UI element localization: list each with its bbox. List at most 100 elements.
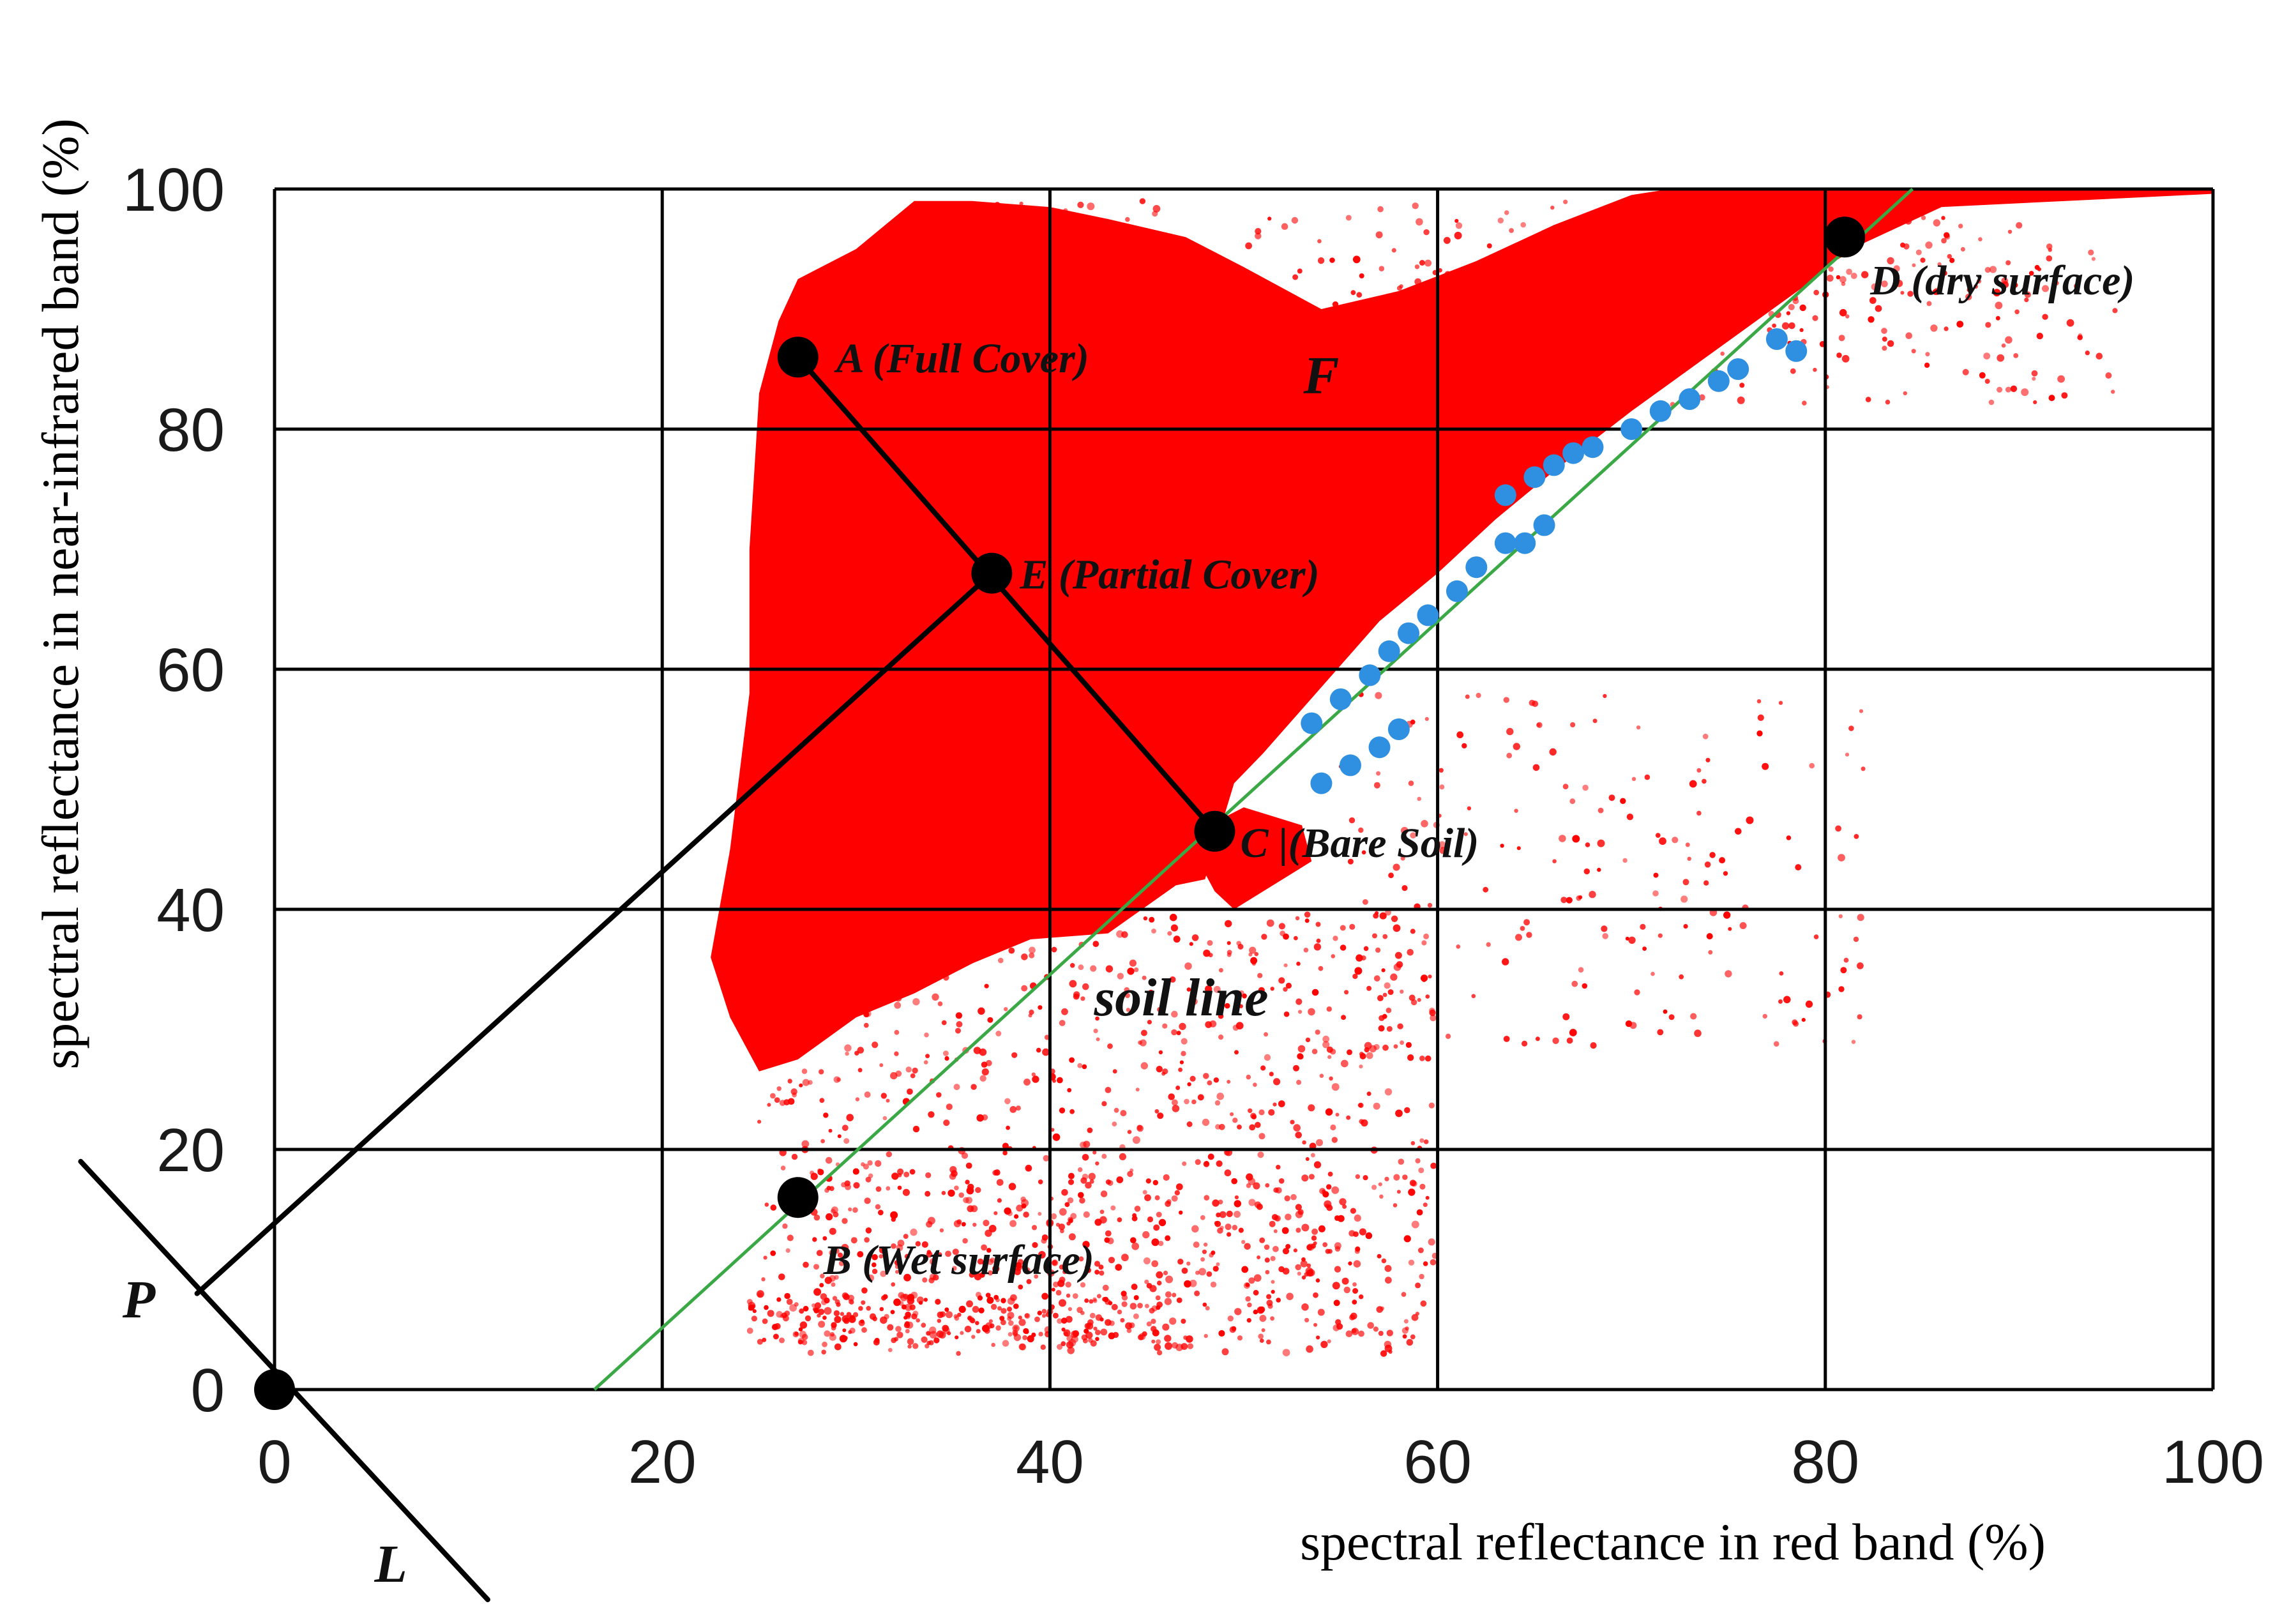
scatter-point [1126, 233, 1131, 238]
scatter-point [879, 1063, 884, 1067]
scatter-point [988, 1225, 997, 1232]
scatter-point [1550, 206, 1555, 210]
scatter-point [1115, 1264, 1122, 1271]
scatter-point [993, 1169, 1001, 1176]
scatter-point [976, 1329, 981, 1334]
scatter-point [1505, 270, 1511, 276]
scatter-point [846, 1312, 852, 1317]
scatter-point [1089, 1179, 1094, 1184]
scatter-point [1700, 344, 1706, 349]
scatter-point [1339, 1198, 1347, 1206]
scatter-point [1080, 1177, 1087, 1184]
scatter-point [1378, 1015, 1385, 1022]
scatter-point [1788, 303, 1795, 310]
scatter-point [1304, 911, 1311, 918]
scatter-point [928, 1111, 935, 1118]
scatter-point [1330, 1124, 1336, 1131]
scatter-point [1933, 219, 1940, 227]
scatter-point [1797, 255, 1804, 262]
scatter-point [1907, 291, 1914, 297]
scatter-point [1781, 322, 1790, 330]
scatter-point [1171, 1099, 1178, 1106]
scatter-point [1232, 1225, 1238, 1231]
scatter-point [1270, 1255, 1276, 1261]
scatter-point [1881, 280, 1888, 287]
scatter-point [965, 1197, 972, 1204]
scatter-point [1117, 973, 1124, 980]
scatter-point [1839, 276, 1847, 284]
scatter-point [1278, 923, 1285, 930]
scatter-point [1237, 1335, 1243, 1341]
scatter-point [1895, 280, 1903, 287]
scatter-point [1315, 1278, 1320, 1283]
scatter-point [1184, 1098, 1190, 1105]
scatter-point [1687, 856, 1691, 861]
scatter-point [852, 1168, 859, 1175]
scatter-point [1541, 266, 1545, 271]
scatter-point [1400, 856, 1405, 861]
scatter-point [1176, 1297, 1182, 1303]
scatter-point [2037, 267, 2041, 271]
scatter-point [778, 1273, 785, 1280]
scatter-point [1257, 1255, 1261, 1259]
scatter-point [1145, 1178, 1151, 1184]
scatter-point [1684, 310, 1691, 317]
scatter-point [1329, 1076, 1333, 1081]
scatter-point [1666, 230, 1673, 236]
scatter-point [1778, 701, 1783, 705]
scatter-point [1172, 1292, 1177, 1298]
scatter-point [1423, 1202, 1428, 1208]
scatter-point [1126, 1328, 1132, 1333]
scatter-point [1522, 1040, 1528, 1047]
scatter-point [1373, 913, 1379, 919]
scatter-point [1052, 1260, 1057, 1266]
scatter-point [875, 1186, 882, 1192]
scatter-point [921, 1241, 928, 1248]
scatter-point [1391, 248, 1396, 253]
scatter-point [1601, 254, 1609, 261]
scatter-point [1379, 912, 1387, 920]
scatter-point [1069, 1109, 1075, 1114]
scatter-point [942, 1324, 949, 1332]
scatter-point [1514, 808, 1518, 813]
scatter-point [1726, 264, 1731, 268]
scatter-point [770, 1026, 778, 1034]
scatter-point [1552, 225, 1557, 231]
scatter-point [1857, 914, 1864, 921]
scatter-point [1359, 1065, 1363, 1069]
scatter-point [1671, 370, 1677, 376]
scatter-point [2028, 271, 2034, 276]
scatter-point [944, 1307, 949, 1312]
scatter-point [1062, 1270, 1067, 1275]
scatter-point [925, 1190, 931, 1197]
scatter-point [1266, 1294, 1272, 1300]
scatter-point [1652, 890, 1659, 897]
scatter-point [1204, 1333, 1208, 1338]
scatter-point [1841, 354, 1850, 363]
scatter-point [801, 1333, 808, 1340]
scatter-point [1410, 719, 1416, 725]
scatter-point [1082, 1154, 1089, 1161]
scatter-point [1269, 1072, 1274, 1077]
scatter-point [1006, 1125, 1010, 1130]
scatter-point [1147, 989, 1154, 996]
scatter-point [1026, 1278, 1032, 1284]
highlight-point [1582, 436, 1604, 459]
scatter-point [845, 1051, 849, 1056]
scatter-point [1944, 326, 1949, 331]
scatter-point [1249, 1124, 1256, 1131]
scatter-point [1001, 340, 1006, 345]
scatter-point [1064, 919, 1070, 925]
scatter-point [1779, 971, 1784, 976]
scatter-point [1623, 202, 1631, 209]
scatter-point [1218, 1330, 1225, 1337]
scatter-point [1130, 1237, 1137, 1243]
scatter-point [1297, 1271, 1302, 1276]
scatter-point [1697, 270, 1705, 278]
scatter-point [1026, 258, 1034, 266]
scatter-point [1799, 328, 1804, 333]
scatter-point [1073, 220, 1078, 225]
scatter-point [937, 1319, 942, 1323]
scatter-point [1061, 1008, 1068, 1015]
scatter-point [1786, 311, 1791, 315]
